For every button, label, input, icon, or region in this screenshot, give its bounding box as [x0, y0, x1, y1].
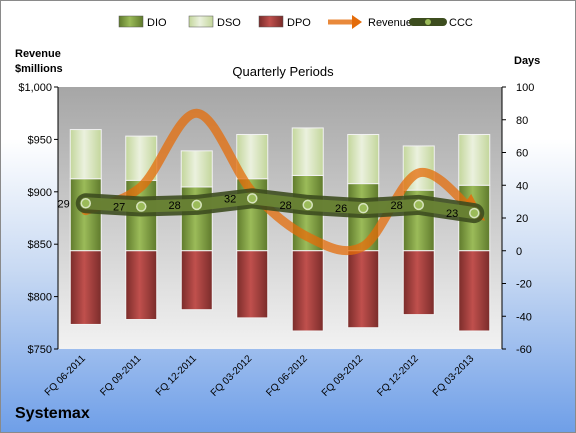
right-tick-label: -20 — [516, 279, 532, 291]
legend-swatch-dio — [118, 15, 144, 28]
left-tick-label: $800 — [28, 292, 52, 304]
bar-dpo — [458, 250, 491, 332]
bar-dpo — [180, 250, 213, 311]
legend-label-dpo: DPO — [287, 17, 311, 29]
legend: DIO DSO DPO Revenue CCC — [118, 15, 473, 29]
bar-dpo — [69, 250, 102, 325]
ccc-data-label: 27 — [113, 202, 125, 214]
bar-dso — [180, 150, 213, 188]
bar-dpo — [402, 250, 435, 316]
ccc-data-label: 23 — [446, 208, 458, 220]
ccc-marker — [247, 193, 258, 204]
chart-title: Quarterly Periods — [232, 64, 334, 79]
ccc-marker — [191, 199, 202, 211]
revenue-series — [81, 108, 486, 256]
right-tick-label: -60 — [516, 344, 532, 356]
right-tick-label: 0 — [516, 246, 522, 258]
left-axis-label-line1: Revenue — [15, 48, 61, 60]
x-tick-label: FQ 09-2011 — [98, 353, 143, 398]
x-tick-label: FQ 06-2012 — [264, 353, 310, 399]
ccc-data-label: 28 — [169, 200, 181, 212]
bar-dso — [458, 133, 491, 186]
x-tick-label: FQ 12-2012 — [375, 353, 421, 399]
bar-dso — [347, 133, 380, 185]
ccc-marker — [302, 199, 313, 211]
legend-arrowhead-revenue — [352, 15, 362, 29]
ccc-marker — [413, 199, 424, 211]
legend-label-revenue: Revenue — [368, 17, 412, 29]
left-tick-label: $950 — [28, 134, 52, 146]
legend-label-dso: DSO — [217, 17, 241, 29]
right-axis-ticks: 100 80 60 40 20 0 -20 -40 -60 — [501, 82, 534, 356]
ccc-line — [79, 192, 481, 220]
legend-label-dio: DIO — [147, 17, 167, 29]
ccc-marker — [469, 207, 480, 219]
bar-dso — [291, 127, 324, 176]
revenue-line — [81, 108, 486, 256]
right-tick-label: 80 — [516, 115, 528, 127]
company-name: Systemax — [15, 405, 90, 422]
left-axis-ticks: $1,000 $950 $900 $850 $800 $750 — [18, 82, 59, 356]
ccc-data-label: 32 — [224, 193, 236, 205]
legend-label-ccc: CCC — [449, 17, 473, 29]
bar-dpo — [236, 250, 269, 319]
right-tick-label: 40 — [516, 180, 528, 192]
bar-dso — [402, 145, 435, 191]
ccc-marker — [80, 198, 91, 209]
legend-swatch-dso — [188, 15, 214, 28]
ccc-marker — [136, 201, 147, 212]
bar-dso — [69, 129, 102, 180]
right-tick-label: 20 — [516, 213, 528, 225]
ccc-data-label: 28 — [391, 200, 403, 212]
bar-dpo — [125, 250, 158, 321]
right-tick-label: 60 — [516, 148, 528, 160]
ccc-series: 29 27 28 32 28 26 28 23 — [58, 188, 485, 224]
left-tick-label: $900 — [28, 187, 52, 199]
right-tick-label: 100 — [516, 82, 534, 94]
ccc-data-label: 29 — [58, 198, 70, 210]
left-axis-label-line2: $millions — [15, 63, 63, 75]
ccc-data-label: 26 — [335, 203, 347, 215]
right-tick-label: -40 — [516, 311, 532, 323]
legend-marker-ccc — [425, 19, 431, 25]
left-tick-label: $850 — [28, 239, 52, 251]
left-tick-label: $1,000 — [18, 82, 52, 94]
right-axis-label: Days — [514, 55, 540, 67]
x-tick-label: FQ 03-2013 — [431, 353, 477, 399]
x-axis-ticks: FQ 06-2011 FQ 09-2011 FQ 12-2011 FQ 03-2012… — [43, 353, 477, 399]
x-tick-label: FQ 12-2011 — [154, 353, 199, 398]
x-tick-label: FQ 06-2011 — [43, 353, 88, 398]
ccc-marker — [358, 202, 369, 214]
ccc-data-label: 28 — [280, 200, 292, 212]
bar-dpo — [291, 250, 324, 332]
left-tick-label: $750 — [28, 344, 52, 356]
legend-swatch-dpo — [258, 15, 284, 28]
x-tick-label: FQ 03-2012 — [209, 353, 255, 399]
x-tick-label: FQ 09-2012 — [320, 353, 366, 399]
bar-dpo — [347, 250, 380, 329]
